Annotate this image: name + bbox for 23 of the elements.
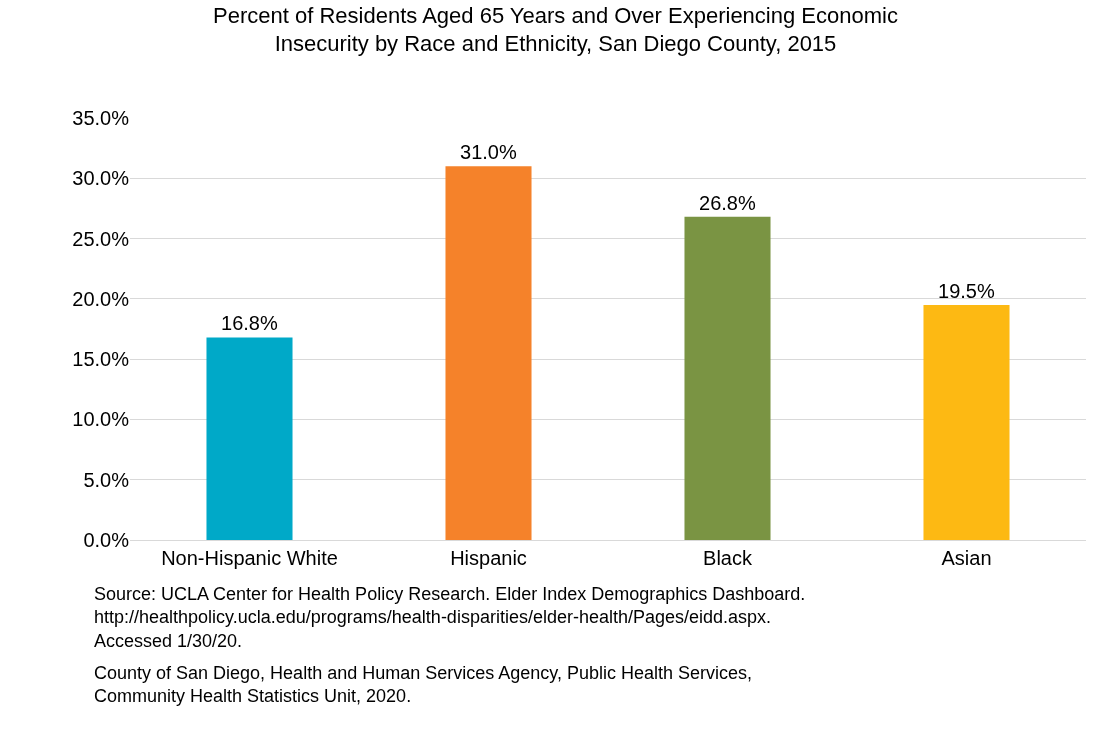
- y-tick-label: 10.0%: [72, 408, 130, 431]
- text: County of San Diego, Health and Human Services Agency, Public Health Services, Community Health Statistics Unit, 2020.: [94, 663, 753, 707]
- bar: [445, 166, 532, 540]
- bar: [923, 304, 1010, 540]
- data-label: 26.8%: [699, 191, 756, 214]
- y-tick-label: 20.0%: [72, 287, 130, 310]
- x-tick-label: Asian: [941, 547, 992, 570]
- bar: [206, 337, 293, 540]
- y-tick-label: 25.0%: [72, 227, 130, 250]
- bar: [684, 216, 771, 540]
- x-tick-label: Hispanic: [450, 547, 527, 570]
- x-tick-label: Non-Hispanic White: [161, 547, 338, 570]
- y-tick-label: 35.0%: [72, 107, 130, 129]
- data-label: 16.8%: [221, 312, 278, 335]
- data-label: 31.0%: [460, 141, 517, 164]
- chart-title: Percent of Residents Aged 65 Years and Over Experiencing Economic Insecurity by Race and Ethnicity, San Diego County, 2015: [213, 2, 898, 57]
- x-tick-label: Black: [703, 547, 753, 570]
- y-tick-label: 0.0%: [83, 529, 130, 551]
- y-tick-label: 15.0%: [72, 348, 130, 371]
- y-tick-label: 5.0%: [83, 468, 130, 491]
- source-note: Source: UCLA Center for Health Policy Research. Elder Index Demographics Dashboard. http://healthpolicy.ucla.edu/programs/health-disparities/elder-health/Pages/eidd.aspx. Accessed 1/30/20.: [94, 584, 806, 651]
- y-tick-label: 30.0%: [72, 167, 130, 190]
- data-label: 19.5%: [938, 279, 995, 302]
